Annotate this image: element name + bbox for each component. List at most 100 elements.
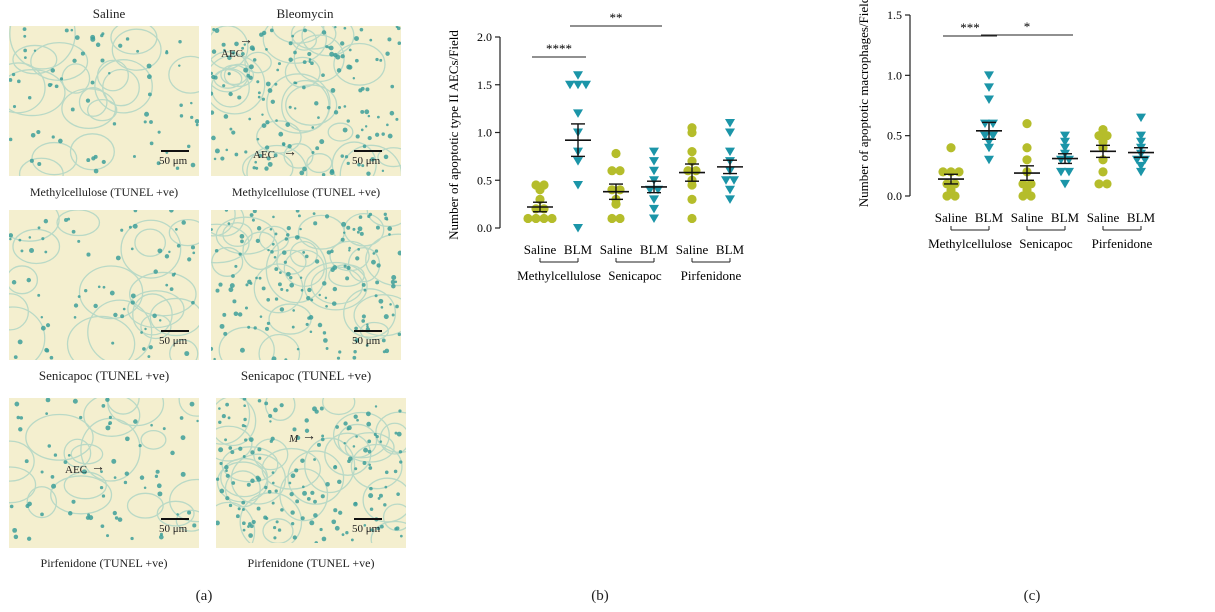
nucleus <box>50 68 55 73</box>
alveolar-wall <box>211 210 236 237</box>
alveolar-wall <box>50 475 113 515</box>
nucleus <box>371 259 376 265</box>
nucleus <box>112 510 117 516</box>
nucleus <box>302 490 307 496</box>
nucleus <box>112 122 117 126</box>
nucleus <box>360 109 365 114</box>
nucleus <box>357 162 361 167</box>
alveolar-wall <box>216 398 251 445</box>
nucleus <box>396 492 400 496</box>
nucleus <box>111 458 117 464</box>
scale-bar <box>354 518 382 520</box>
data-point-blm <box>581 80 591 90</box>
alveolar-wall <box>262 518 294 543</box>
nucleus <box>211 49 217 54</box>
nucleus <box>93 168 99 174</box>
nucleus <box>313 499 317 504</box>
nucleus <box>346 119 350 123</box>
nucleus <box>379 524 384 529</box>
data-point-saline <box>615 185 625 195</box>
nucleus <box>313 221 318 226</box>
data-point-blm <box>573 109 583 118</box>
alveolar-wall <box>216 501 256 543</box>
data-point-saline <box>946 143 956 153</box>
alveolar-wall <box>289 240 318 268</box>
nucleus <box>381 338 386 343</box>
data-point-saline <box>1098 167 1108 177</box>
alveolar-wall <box>339 144 401 176</box>
nucleus <box>71 499 76 504</box>
nucleus <box>282 250 287 255</box>
nucleus <box>340 41 345 46</box>
nucleus <box>310 61 314 66</box>
alveolar-wall <box>102 68 140 107</box>
nucleus <box>223 114 229 119</box>
nucleus <box>239 347 245 353</box>
data-point-saline <box>523 213 533 224</box>
data-point-blm <box>573 224 583 233</box>
nucleus <box>45 348 50 353</box>
nucleus <box>130 300 135 305</box>
data-point-blm <box>649 176 659 185</box>
nucleus <box>191 300 195 305</box>
nucleus <box>243 417 247 422</box>
data-point-saline <box>1102 179 1112 189</box>
nucleus <box>211 135 216 141</box>
nucleus <box>156 483 162 489</box>
nucleus <box>101 403 106 408</box>
nucleus <box>244 438 248 442</box>
nucleus <box>338 510 343 515</box>
nucleus <box>366 171 371 176</box>
nucleus <box>274 489 278 493</box>
data-point-saline <box>607 213 617 224</box>
alveolar-wall <box>25 413 94 461</box>
data-point-saline <box>531 180 541 190</box>
nucleus <box>242 398 247 401</box>
nucleus <box>269 420 272 423</box>
alveolar-wall <box>353 294 401 337</box>
nucleus <box>374 294 378 298</box>
nucleus <box>180 435 186 441</box>
nucleus <box>17 339 23 345</box>
nucleus <box>289 282 295 288</box>
nucleus <box>348 48 352 52</box>
nucleus <box>373 432 377 436</box>
nucleus <box>273 525 277 530</box>
arrow-icon: → <box>91 460 105 475</box>
nucleus <box>257 91 261 95</box>
nucleus <box>385 51 390 56</box>
nucleus <box>335 54 341 60</box>
nucleus <box>9 237 12 241</box>
alveolar-wall <box>175 509 199 532</box>
micrograph-pirfenidone-saline: AEC → 50 μm <box>9 398 199 548</box>
nucleus <box>244 425 247 428</box>
nucleus <box>37 293 41 297</box>
nucleus <box>362 144 367 149</box>
nucleus <box>153 269 158 274</box>
nucleus <box>378 298 384 304</box>
nucleus <box>227 55 232 61</box>
x-category-label: BLM <box>975 210 1004 225</box>
nucleus <box>244 150 248 154</box>
nucleus <box>139 475 145 480</box>
alveolar-wall <box>218 326 275 360</box>
nucleus <box>13 534 19 540</box>
nucleus <box>45 412 49 415</box>
nucleus <box>341 533 345 537</box>
alveolar-wall <box>276 249 307 275</box>
nucleus <box>45 323 51 328</box>
nucleus <box>178 40 182 44</box>
nucleus <box>399 460 403 464</box>
alveolar-wall <box>61 88 117 130</box>
nucleus <box>58 138 63 144</box>
micrograph-methylcellulose-saline: 50 μm <box>9 26 199 176</box>
data-point-saline <box>691 166 701 176</box>
nucleus <box>49 355 54 360</box>
data-point-blm <box>1136 113 1146 123</box>
nucleus <box>271 356 277 360</box>
alveolar-wall <box>9 62 46 114</box>
nucleus <box>360 128 364 132</box>
nucleus <box>220 156 225 161</box>
nucleus <box>292 309 295 312</box>
nucleus <box>51 135 55 139</box>
